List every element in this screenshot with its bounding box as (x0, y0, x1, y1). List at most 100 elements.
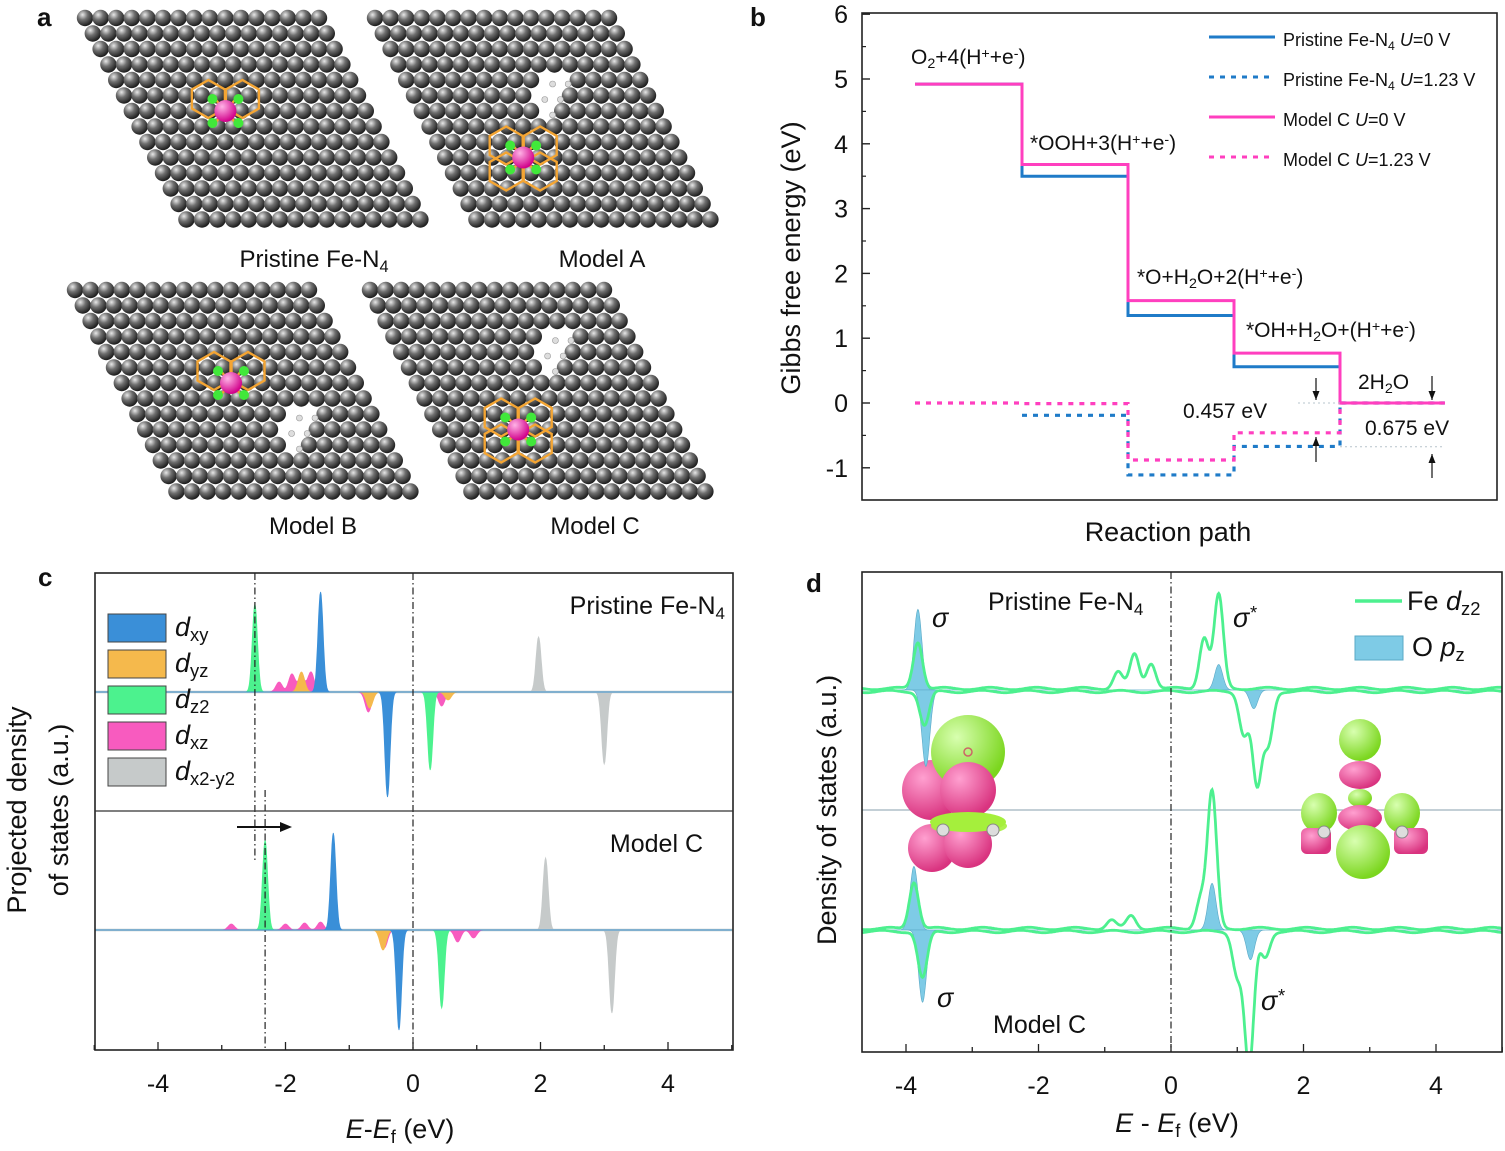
carbon-atom (634, 452, 652, 469)
carbon-atom (452, 87, 469, 104)
carbon-atom (388, 164, 406, 182)
carbon-atom (624, 118, 641, 135)
carbon-atom (201, 133, 218, 151)
carbon-atom (232, 40, 250, 58)
carbon-atom (569, 71, 586, 89)
fe-n4-site (196, 350, 266, 400)
carbon-atom (183, 421, 201, 438)
carbon-atom (264, 102, 281, 120)
carbon-atom (339, 421, 357, 438)
carbon-atom (147, 25, 164, 42)
x-tick-label: 2 (1297, 1072, 1311, 1100)
carbon-atom (650, 483, 667, 500)
fe-dz2-line (862, 928, 1502, 1052)
carbon-atom (569, 102, 586, 120)
carbon-atom (439, 405, 457, 423)
carbon-atom (476, 102, 493, 120)
carbon-atom (326, 102, 343, 120)
carbon-atom (569, 195, 586, 213)
carbon-atom (650, 452, 667, 469)
fe-atom (214, 100, 237, 122)
carbon-atom (398, 9, 415, 27)
carbon-atom (378, 436, 396, 454)
carbon-atom (254, 312, 271, 330)
carbon-atom (385, 297, 402, 314)
legend-swatch-dz2 (107, 685, 167, 715)
text-run: d (175, 720, 191, 750)
carbon-atom (277, 297, 294, 314)
carbon-atom (217, 195, 234, 213)
carbon-atom (510, 390, 527, 407)
x-axis-label: E-Ef (eV) (346, 1114, 455, 1147)
carbon-atom (412, 211, 429, 228)
carbon-atom (386, 452, 403, 469)
carbon-atom (371, 452, 388, 469)
carbon-atom (115, 25, 133, 42)
carbon-atom (279, 71, 296, 89)
carbon-atom (642, 405, 659, 423)
carbon-atom (572, 297, 589, 314)
carbon-atom (137, 359, 154, 376)
carbon-atom (152, 297, 169, 314)
carbon-atom (310, 133, 328, 151)
carbon-atom (246, 297, 263, 314)
ring-bond (224, 78, 261, 120)
carbon-atom (355, 421, 372, 438)
carbon-atom (131, 56, 148, 73)
carbon-atom (381, 180, 398, 197)
carbon-atom (561, 56, 579, 73)
carbon-atom (530, 211, 547, 228)
lobe (1338, 805, 1382, 831)
carbon-atom (310, 102, 328, 120)
carbon-atom (616, 133, 633, 151)
carbon-atom (460, 164, 477, 182)
carbon-atom (129, 281, 146, 299)
hydrogen-atom (296, 414, 303, 422)
carbon-atom (471, 405, 488, 423)
carbon-atom (176, 281, 193, 299)
carbon-atom (549, 405, 566, 423)
carbon-atom (232, 9, 250, 27)
carbon-atom (486, 436, 503, 454)
carbon-atom (468, 25, 485, 42)
step-label: O2+4(H++e-) (911, 46, 1025, 72)
ring-bond (230, 350, 266, 392)
carbon-atom (230, 297, 247, 314)
carbon-atom (176, 343, 193, 361)
carbon-atom (624, 56, 641, 73)
carbon-atom (240, 118, 257, 135)
hydrogen-atom (311, 414, 319, 422)
nitrogen-atom (213, 366, 223, 376)
carbon-atom (585, 71, 602, 89)
carbon-atom (413, 102, 430, 120)
carbon-atom (230, 328, 247, 345)
carbon-atom (152, 390, 169, 407)
carbon-atom (627, 467, 644, 485)
carbon-atom (600, 9, 618, 27)
carbon-atom (129, 343, 146, 361)
carbon-atom (603, 483, 620, 500)
carbon-atom (365, 149, 382, 166)
carbon-atom (577, 25, 594, 42)
carbon-atom (215, 483, 232, 500)
bond-label: σ (937, 983, 955, 1013)
carbon-atom (277, 483, 294, 500)
text-run: z2 (1461, 598, 1480, 619)
carbon-atom (144, 436, 162, 454)
carbon-atom (186, 195, 203, 213)
text-run: xy (190, 624, 209, 645)
carbon-atom (556, 452, 574, 469)
carbon-atom (634, 483, 652, 500)
carbon-atom (533, 281, 550, 299)
carbon-atom (611, 312, 628, 330)
carbon-atom (556, 421, 574, 438)
carbon-atom (300, 467, 318, 485)
carbon-atom (432, 328, 449, 345)
carbon-atom (593, 149, 610, 166)
text-run: - (1404, 319, 1409, 335)
carbon-atom (580, 343, 597, 361)
carbon-atom (561, 87, 579, 104)
carbon-atom (408, 374, 425, 392)
carbon-atom (522, 102, 540, 120)
